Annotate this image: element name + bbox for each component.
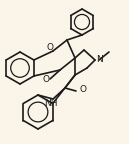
Text: O: O: [46, 42, 54, 52]
Text: O: O: [80, 86, 87, 94]
Text: N: N: [96, 54, 103, 64]
Text: O: O: [42, 75, 50, 85]
Text: NH: NH: [44, 98, 58, 108]
